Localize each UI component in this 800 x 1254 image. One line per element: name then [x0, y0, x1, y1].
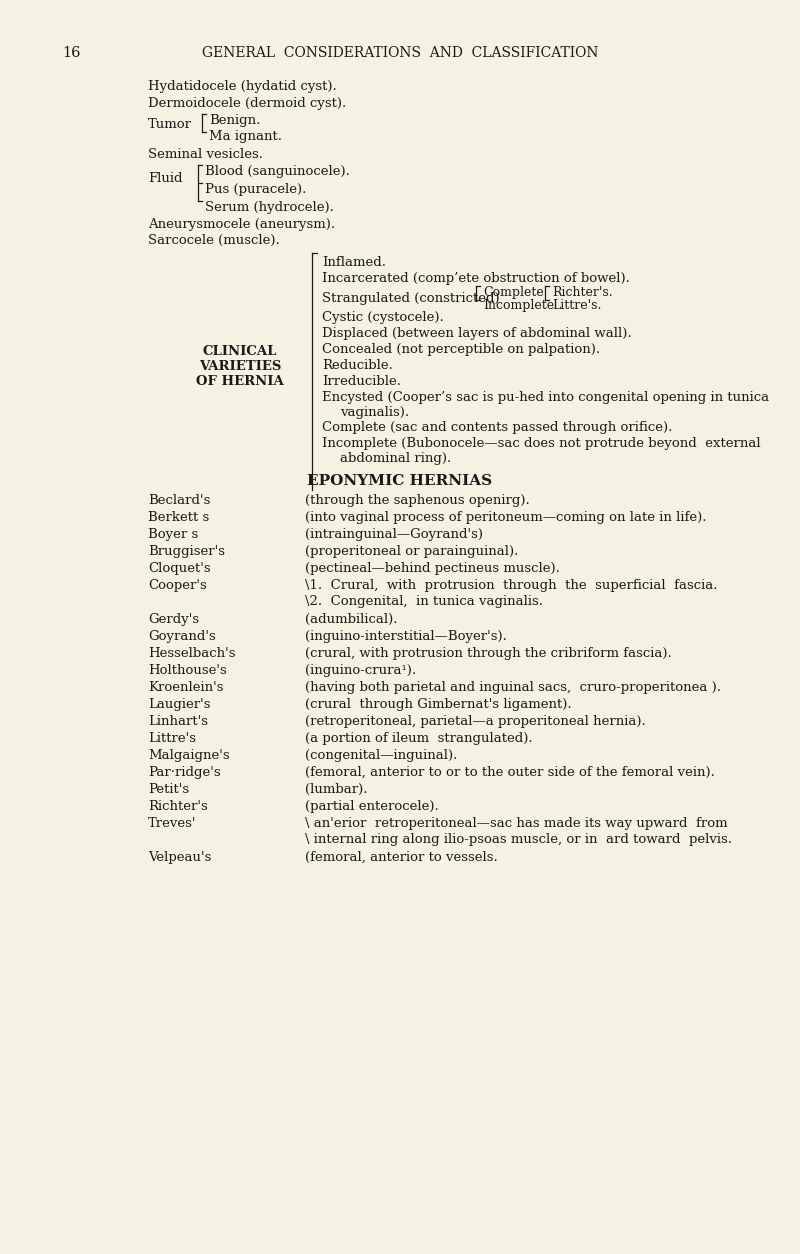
Text: Boyer s: Boyer s	[148, 528, 198, 540]
Text: Kroenlein's: Kroenlein's	[148, 681, 223, 693]
Text: Littre's: Littre's	[148, 732, 196, 745]
Text: Littre's.: Littre's.	[552, 298, 602, 312]
Text: Benign.: Benign.	[209, 114, 260, 127]
Text: Goyrand's: Goyrand's	[148, 630, 216, 643]
Text: Incomplete: Incomplete	[483, 298, 554, 312]
Text: \ internal ring along ilio-psoas muscle, or in  ard toward  pelvis.: \ internal ring along ilio-psoas muscle,…	[305, 833, 732, 846]
Text: Serum (hydrocele).: Serum (hydrocele).	[205, 201, 334, 214]
Text: Linhart's: Linhart's	[148, 715, 208, 729]
Text: Aneurysmocele (aneurysm).: Aneurysmocele (aneurysm).	[148, 218, 335, 231]
Text: Hesselbach's: Hesselbach's	[148, 647, 235, 660]
Text: Incarcerated (comp’ete obstruction of bowel).: Incarcerated (comp’ete obstruction of bo…	[322, 272, 630, 285]
Text: vaginalis).: vaginalis).	[340, 406, 409, 419]
Text: Inflamed.: Inflamed.	[322, 256, 386, 270]
Text: abdominal ring).: abdominal ring).	[340, 451, 451, 465]
Text: (femoral, anterior to or to the outer side of the femoral vein).: (femoral, anterior to or to the outer si…	[305, 766, 715, 779]
Text: Malgaigne's: Malgaigne's	[148, 749, 230, 762]
Text: \1.  Crural,  with  protrusion  through  the  superficial  fascia.: \1. Crural, with protrusion through the …	[305, 579, 718, 592]
Text: Irreducible.: Irreducible.	[322, 375, 401, 387]
Text: Hydatidocele (hydatid cyst).: Hydatidocele (hydatid cyst).	[148, 80, 337, 93]
Text: CLINICAL: CLINICAL	[203, 345, 277, 357]
Text: (inguino-crura¹).: (inguino-crura¹).	[305, 665, 416, 677]
Text: Displaced (between layers of abdominal wall).: Displaced (between layers of abdominal w…	[322, 327, 632, 340]
Text: Incomplete (Bubonocele—sac does not protrude beyond  external: Incomplete (Bubonocele—sac does not prot…	[322, 436, 761, 450]
Text: (pectineal—behind pectineus muscle).: (pectineal—behind pectineus muscle).	[305, 562, 560, 576]
Text: Reducible.: Reducible.	[322, 359, 393, 372]
Text: (crural  through Gimbernat's ligament).: (crural through Gimbernat's ligament).	[305, 698, 572, 711]
Text: Blood (sanguinocele).: Blood (sanguinocele).	[205, 166, 350, 178]
Text: OF HERNIA: OF HERNIA	[196, 375, 284, 387]
Text: Complete: Complete	[483, 286, 544, 298]
Text: Laugier's: Laugier's	[148, 698, 210, 711]
Text: VARIETIES: VARIETIES	[199, 360, 281, 372]
Text: (femoral, anterior to vessels.: (femoral, anterior to vessels.	[305, 851, 498, 864]
Text: (through the saphenous openirg).: (through the saphenous openirg).	[305, 494, 530, 507]
Text: Richter's.: Richter's.	[552, 286, 613, 298]
Text: Encysted (Cooper’s sac is pu­hed into congenital opening in tunica: Encysted (Cooper’s sac is pu­hed into co…	[322, 391, 769, 404]
Text: Beclard's: Beclard's	[148, 494, 210, 507]
Text: 16: 16	[62, 46, 81, 60]
Text: (into vaginal process of peritoneum—coming on late in life).: (into vaginal process of peritoneum—comi…	[305, 510, 706, 524]
Text: Tumor: Tumor	[148, 118, 192, 130]
Text: Cystic (cystocele).: Cystic (cystocele).	[322, 311, 444, 324]
Text: Bruggiser's: Bruggiser's	[148, 545, 225, 558]
Text: Concealed (not perceptible on palpation).: Concealed (not perceptible on palpation)…	[322, 344, 600, 356]
Text: Cooper's: Cooper's	[148, 579, 206, 592]
Text: Strangulated (constricted): Strangulated (constricted)	[322, 292, 500, 305]
Text: (having both parietal and inguinal sacs,  cruro-properitonea ).: (having both parietal and inguinal sacs,…	[305, 681, 721, 693]
Text: (properitoneal or parainguinal).: (properitoneal or parainguinal).	[305, 545, 518, 558]
Text: Seminal vesicles.: Seminal vesicles.	[148, 148, 263, 161]
Text: \2.  Congenital,  in tunica vaginalis.: \2. Congenital, in tunica vaginalis.	[305, 594, 543, 608]
Text: Dermoidocele (dermoid cyst).: Dermoidocele (dermoid cyst).	[148, 97, 346, 110]
Text: (intrainguinal—Goyrand's): (intrainguinal—Goyrand's)	[305, 528, 483, 540]
Text: (a portion of ileum  strangulated).: (a portion of ileum strangulated).	[305, 732, 533, 745]
Text: Cloquet's: Cloquet's	[148, 562, 210, 576]
Text: (lumbar).: (lumbar).	[305, 782, 367, 796]
Text: Fluid: Fluid	[148, 172, 182, 186]
Text: Ma ignant.: Ma ignant.	[209, 130, 282, 143]
Text: Complete (sac and contents passed through orifice).: Complete (sac and contents passed throug…	[322, 421, 672, 434]
Text: (partial enterocele).: (partial enterocele).	[305, 800, 438, 813]
Text: Holthouse's: Holthouse's	[148, 665, 226, 677]
Text: Treves': Treves'	[148, 818, 197, 830]
Text: (crural, with protrusion through the cribriform fascia).: (crural, with protrusion through the cri…	[305, 647, 672, 660]
Text: (inguino-interstitial—Boyer's).: (inguino-interstitial—Boyer's).	[305, 630, 507, 643]
Text: GENERAL  CONSIDERATIONS  AND  CLASSIFICATION: GENERAL CONSIDERATIONS AND CLASSIFICATIO…	[202, 46, 598, 60]
Text: (retroperitoneal, parietal—a properitoneal hernia).: (retroperitoneal, parietal—a properitone…	[305, 715, 646, 729]
Text: Pus (puracele).: Pus (puracele).	[205, 183, 306, 196]
Text: Berkett s: Berkett s	[148, 510, 210, 524]
Text: EPONYMIC HERNIAS: EPONYMIC HERNIAS	[307, 474, 493, 488]
Text: Velpeau's: Velpeau's	[148, 851, 211, 864]
Text: (adumbilical).: (adumbilical).	[305, 613, 398, 626]
Text: (congenital—inguinal).: (congenital—inguinal).	[305, 749, 458, 762]
Text: Sarcocele (muscle).: Sarcocele (muscle).	[148, 234, 280, 247]
Text: Richter's: Richter's	[148, 800, 208, 813]
Text: Par·ridge's: Par·ridge's	[148, 766, 221, 779]
Text: Gerdy's: Gerdy's	[148, 613, 199, 626]
Text: \ an'erior  retroperitoneal—sac has made its way upward  from: \ an'erior retroperitoneal—sac has made …	[305, 818, 728, 830]
Text: Petit's: Petit's	[148, 782, 189, 796]
